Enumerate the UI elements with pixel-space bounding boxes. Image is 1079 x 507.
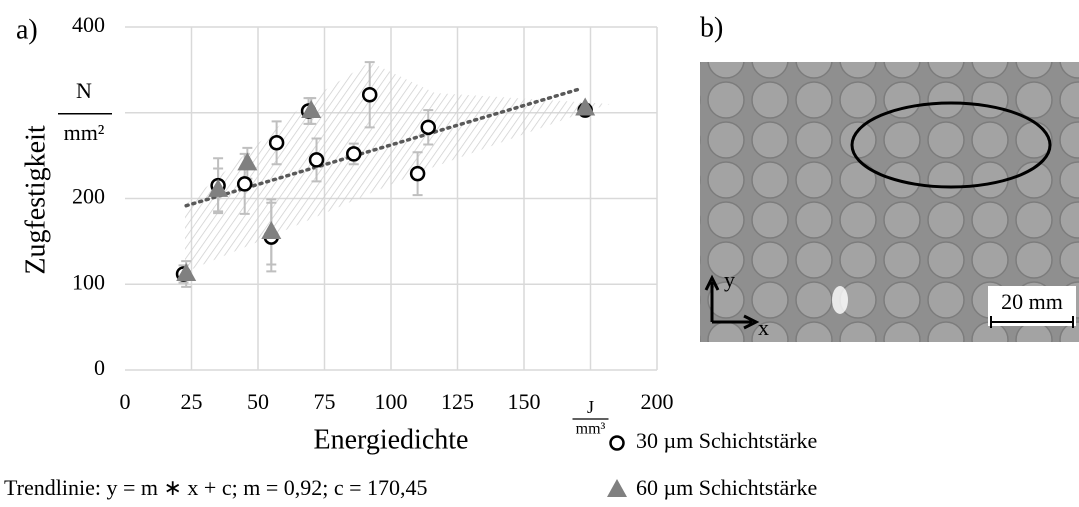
x-tick-label: J [587,397,594,417]
circle-point [346,146,362,162]
x-tick-label: 150 [508,389,541,414]
x-tick-label: 75 [314,389,336,414]
y-axis-title: Zugfestigkeit [20,125,51,275]
scale-box [988,286,1076,326]
triangle-point [176,262,197,281]
circle-point [308,152,325,168]
panel-label: a) [16,14,38,45]
photo-axes [704,274,760,330]
x-tick-label: 25 [181,389,203,414]
x-tick-label: 0 [120,389,131,414]
legend-marker [607,479,627,497]
trendline-label: Trendlinie: y = m ∗ x + c; m = 0,92; c =… [4,475,428,500]
legend-label: 60 µm Schichtstärke [636,475,817,500]
triangle-point [208,178,229,197]
x-tick-label: 125 [441,389,474,414]
x-axis-title: Energiedichte [314,424,469,455]
scale-bar [990,316,1074,328]
y-tick-label: 100 [72,269,105,294]
y-tick-label: 400 [72,12,105,37]
highlight-ellipse [850,101,1052,189]
circle-point [420,119,436,136]
x-tick-label: 100 [375,389,408,414]
triangle-point [237,152,258,171]
x-tick-label: 50 [247,389,269,414]
circle-point [236,176,253,192]
y-tick-label: N [76,78,92,103]
panel-label: b) [700,12,723,43]
scale-label: 20 mm [1001,289,1063,314]
circle-point [409,165,426,182]
legend-label: 30 µm Schichtstärke [636,428,817,453]
y-tick-label: 200 [72,184,105,209]
spread-band [185,62,610,272]
triangle-point [301,100,322,119]
legend-marker [609,435,625,451]
reflection [832,286,848,314]
photo-axis-y: y [724,267,735,292]
x-tick-label: 200 [641,389,674,414]
x-tick-label: mm³ [576,421,606,438]
triangle-point [575,97,596,116]
photo-panel: b) y x 20 mm [700,12,1079,342]
circle-point [268,135,285,151]
photo-axis-x: x [758,315,769,340]
y-tick-label: mm² [64,120,105,145]
circle-point [361,86,378,103]
triangle-point [261,220,282,239]
marks: 30 µm Schichtstärke 60 µm Schichtstärke [175,61,817,500]
y-tick-label: 0 [94,355,105,380]
